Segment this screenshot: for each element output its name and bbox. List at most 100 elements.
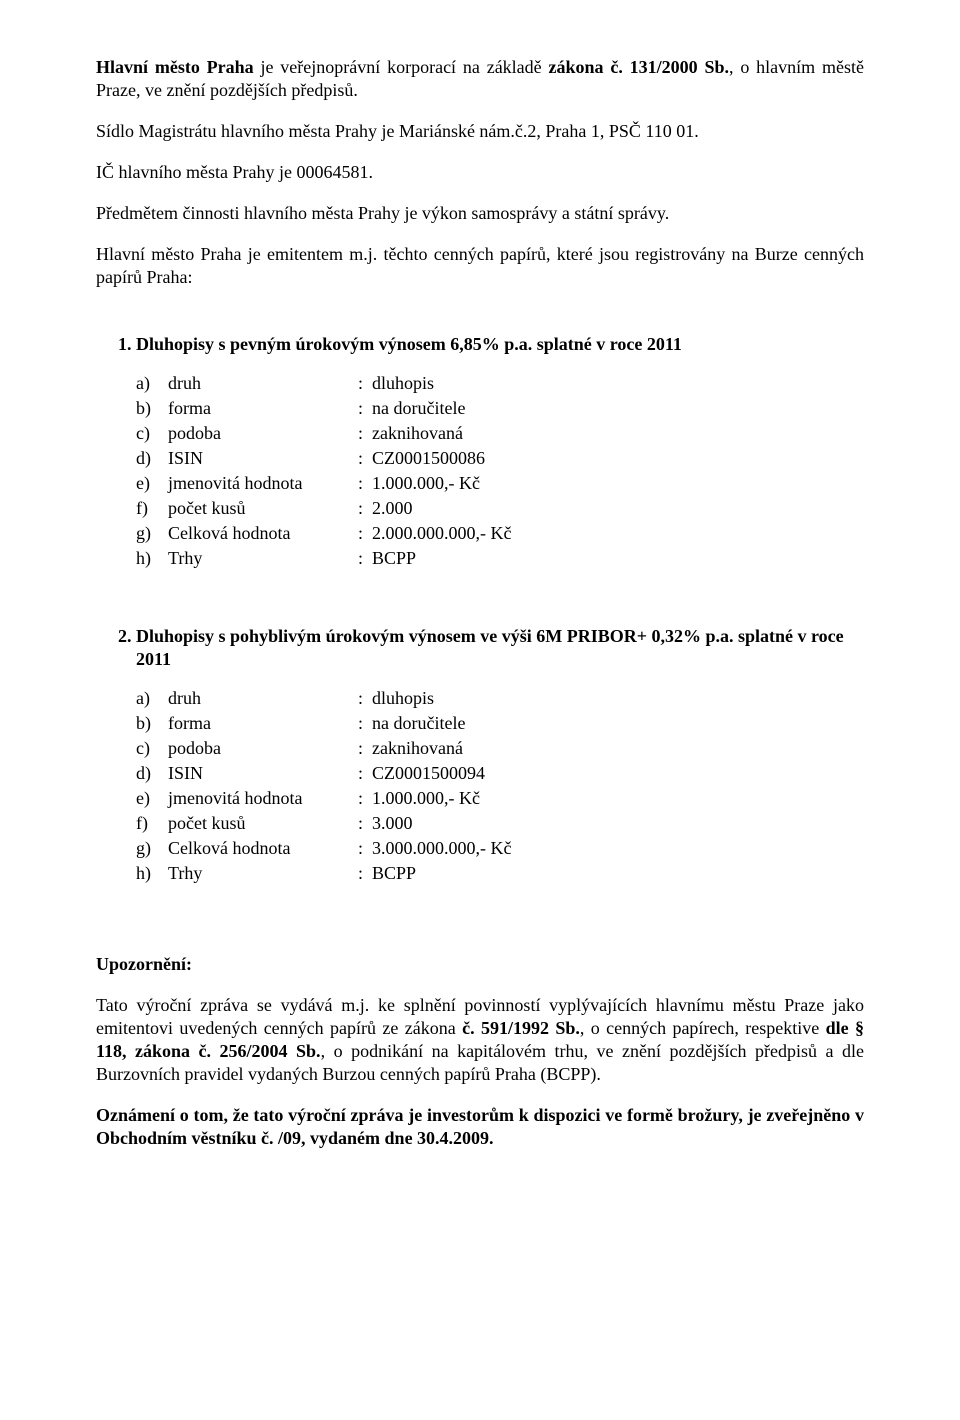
paragraph-1: Hlavní město Praha je veřejnoprávní korp… xyxy=(96,56,864,102)
detail-value: dluhopis xyxy=(372,687,864,710)
detail-row: f)počet kusů:2.000 xyxy=(136,497,864,520)
detail-colon: : xyxy=(358,737,372,760)
detail-row: g)Celková hodnota:2.000.000.000,- Kč xyxy=(136,522,864,545)
detail-value: BCPP xyxy=(372,547,864,570)
document-page: Hlavní město Praha je veřejnoprávní korp… xyxy=(0,0,960,1224)
detail-mark: b) xyxy=(136,397,168,420)
detail-value: BCPP xyxy=(372,862,864,885)
detail-value: 1.000.000,- Kč xyxy=(372,472,864,495)
detail-mark: g) xyxy=(136,522,168,545)
detail-colon: : xyxy=(358,447,372,470)
detail-colon: : xyxy=(358,397,372,420)
detail-value: 3.000.000.000,- Kč xyxy=(372,837,864,860)
detail-mark: b) xyxy=(136,712,168,735)
detail-colon: : xyxy=(358,522,372,545)
detail-row: b)forma:na doručitele xyxy=(136,712,864,735)
detail-colon: : xyxy=(358,687,372,710)
paragraph-5: Hlavní město Praha je emitentem m.j. těc… xyxy=(96,243,864,289)
detail-value: na doručitele xyxy=(372,397,864,420)
notice-paragraph-1: Tato výroční zpráva se vydává m.j. ke sp… xyxy=(96,994,864,1086)
detail-value: CZ0001500086 xyxy=(372,447,864,470)
detail-colon: : xyxy=(358,422,372,445)
detail-row: c)podoba:zaknihovaná xyxy=(136,422,864,445)
np1-b: č. 591/1992 Sb. xyxy=(462,1018,580,1038)
detail-label: jmenovitá hodnota xyxy=(168,787,358,810)
detail-label: počet kusů xyxy=(168,812,358,835)
detail-mark: h) xyxy=(136,862,168,885)
detail-value: 1.000.000,- Kč xyxy=(372,787,864,810)
detail-label: podoba xyxy=(168,422,358,445)
detail-colon: : xyxy=(358,762,372,785)
detail-mark: a) xyxy=(136,687,168,710)
security-2-title: Dluhopisy s pohyblivým úrokovým výnosem … xyxy=(136,626,844,669)
detail-mark: g) xyxy=(136,837,168,860)
detail-value: zaknihovaná xyxy=(372,737,864,760)
detail-value: dluhopis xyxy=(372,372,864,395)
security-item-2: Dluhopisy s pohyblivým úrokovým výnosem … xyxy=(136,625,864,885)
notice-paragraph-2: Oznámení o tom, že tato výroční zpráva j… xyxy=(96,1104,864,1150)
detail-colon: : xyxy=(358,862,372,885)
detail-row: d)ISIN:CZ0001500094 xyxy=(136,762,864,785)
security-1-title: Dluhopisy s pevným úrokovým výnosem 6,85… xyxy=(136,334,682,354)
detail-colon: : xyxy=(358,812,372,835)
p1-mid: je veřejnoprávní korporací na základě xyxy=(254,57,549,77)
detail-mark: c) xyxy=(136,737,168,760)
detail-label: Celková hodnota xyxy=(168,837,358,860)
detail-row: f)počet kusů:3.000 xyxy=(136,812,864,835)
detail-row: g)Celková hodnota:3.000.000.000,- Kč xyxy=(136,837,864,860)
detail-value: 2.000 xyxy=(372,497,864,520)
detail-row: h)Trhy:BCPP xyxy=(136,862,864,885)
detail-mark: a) xyxy=(136,372,168,395)
paragraph-4: Předmětem činnosti hlavního města Prahy … xyxy=(96,202,864,225)
detail-colon: : xyxy=(358,837,372,860)
detail-value: 3.000 xyxy=(372,812,864,835)
detail-label: forma xyxy=(168,397,358,420)
paragraph-2: Sídlo Magistrátu hlavního města Prahy je… xyxy=(96,120,864,143)
detail-mark: d) xyxy=(136,447,168,470)
detail-label: Celková hodnota xyxy=(168,522,358,545)
detail-value: CZ0001500094 xyxy=(372,762,864,785)
detail-colon: : xyxy=(358,472,372,495)
p1-lead: Hlavní město Praha xyxy=(96,57,254,77)
detail-row: e)jmenovitá hodnota:1.000.000,- Kč xyxy=(136,472,864,495)
securities-list-2: Dluhopisy s pohyblivým úrokovým výnosem … xyxy=(96,625,864,885)
detail-label: počet kusů xyxy=(168,497,358,520)
detail-row: e)jmenovitá hodnota:1.000.000,- Kč xyxy=(136,787,864,810)
detail-row: a)druh:dluhopis xyxy=(136,687,864,710)
detail-label: jmenovitá hodnota xyxy=(168,472,358,495)
detail-label: Trhy xyxy=(168,862,358,885)
detail-colon: : xyxy=(358,547,372,570)
detail-value: zaknihovaná xyxy=(372,422,864,445)
securities-list: Dluhopisy s pevným úrokovým výnosem 6,85… xyxy=(96,333,864,570)
detail-mark: d) xyxy=(136,762,168,785)
detail-label: forma xyxy=(168,712,358,735)
detail-mark: c) xyxy=(136,422,168,445)
paragraph-3: IČ hlavního města Prahy je 00064581. xyxy=(96,161,864,184)
detail-row: h)Trhy:BCPP xyxy=(136,547,864,570)
detail-value: 2.000.000.000,- Kč xyxy=(372,522,864,545)
notice-heading: Upozornění: xyxy=(96,953,864,976)
detail-colon: : xyxy=(358,712,372,735)
detail-label: Trhy xyxy=(168,547,358,570)
detail-mark: f) xyxy=(136,497,168,520)
detail-row: d)ISIN:CZ0001500086 xyxy=(136,447,864,470)
security-1-details: a)druh:dluhopisb)forma:na doručitelec)po… xyxy=(136,372,864,570)
security-2-details: a)druh:dluhopisb)forma:na doručitelec)po… xyxy=(136,687,864,885)
detail-colon: : xyxy=(358,787,372,810)
detail-row: a)druh:dluhopis xyxy=(136,372,864,395)
detail-label: ISIN xyxy=(168,762,358,785)
security-item-1: Dluhopisy s pevným úrokovým výnosem 6,85… xyxy=(136,333,864,570)
detail-colon: : xyxy=(358,372,372,395)
detail-row: c)podoba:zaknihovaná xyxy=(136,737,864,760)
detail-label: druh xyxy=(168,372,358,395)
detail-mark: e) xyxy=(136,472,168,495)
p1-law: zákona č. 131/2000 Sb. xyxy=(549,57,730,77)
detail-mark: f) xyxy=(136,812,168,835)
detail-label: druh xyxy=(168,687,358,710)
detail-row: b)forma:na doručitele xyxy=(136,397,864,420)
detail-colon: : xyxy=(358,497,372,520)
np1-c: , o cenných papírech, respektive xyxy=(580,1018,826,1038)
detail-mark: e) xyxy=(136,787,168,810)
detail-label: ISIN xyxy=(168,447,358,470)
detail-label: podoba xyxy=(168,737,358,760)
